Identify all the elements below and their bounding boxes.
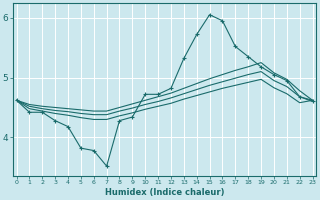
X-axis label: Humidex (Indice chaleur): Humidex (Indice chaleur) bbox=[105, 188, 224, 197]
